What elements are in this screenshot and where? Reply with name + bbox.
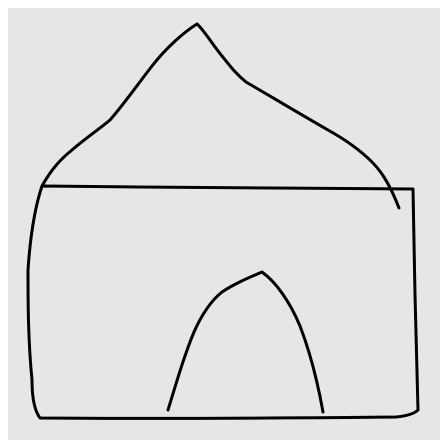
drawing-area bbox=[8, 8, 440, 440]
roof-stroke bbox=[40, 22, 401, 210]
door-stroke bbox=[166, 270, 325, 414]
wall-outline bbox=[26, 184, 420, 420]
